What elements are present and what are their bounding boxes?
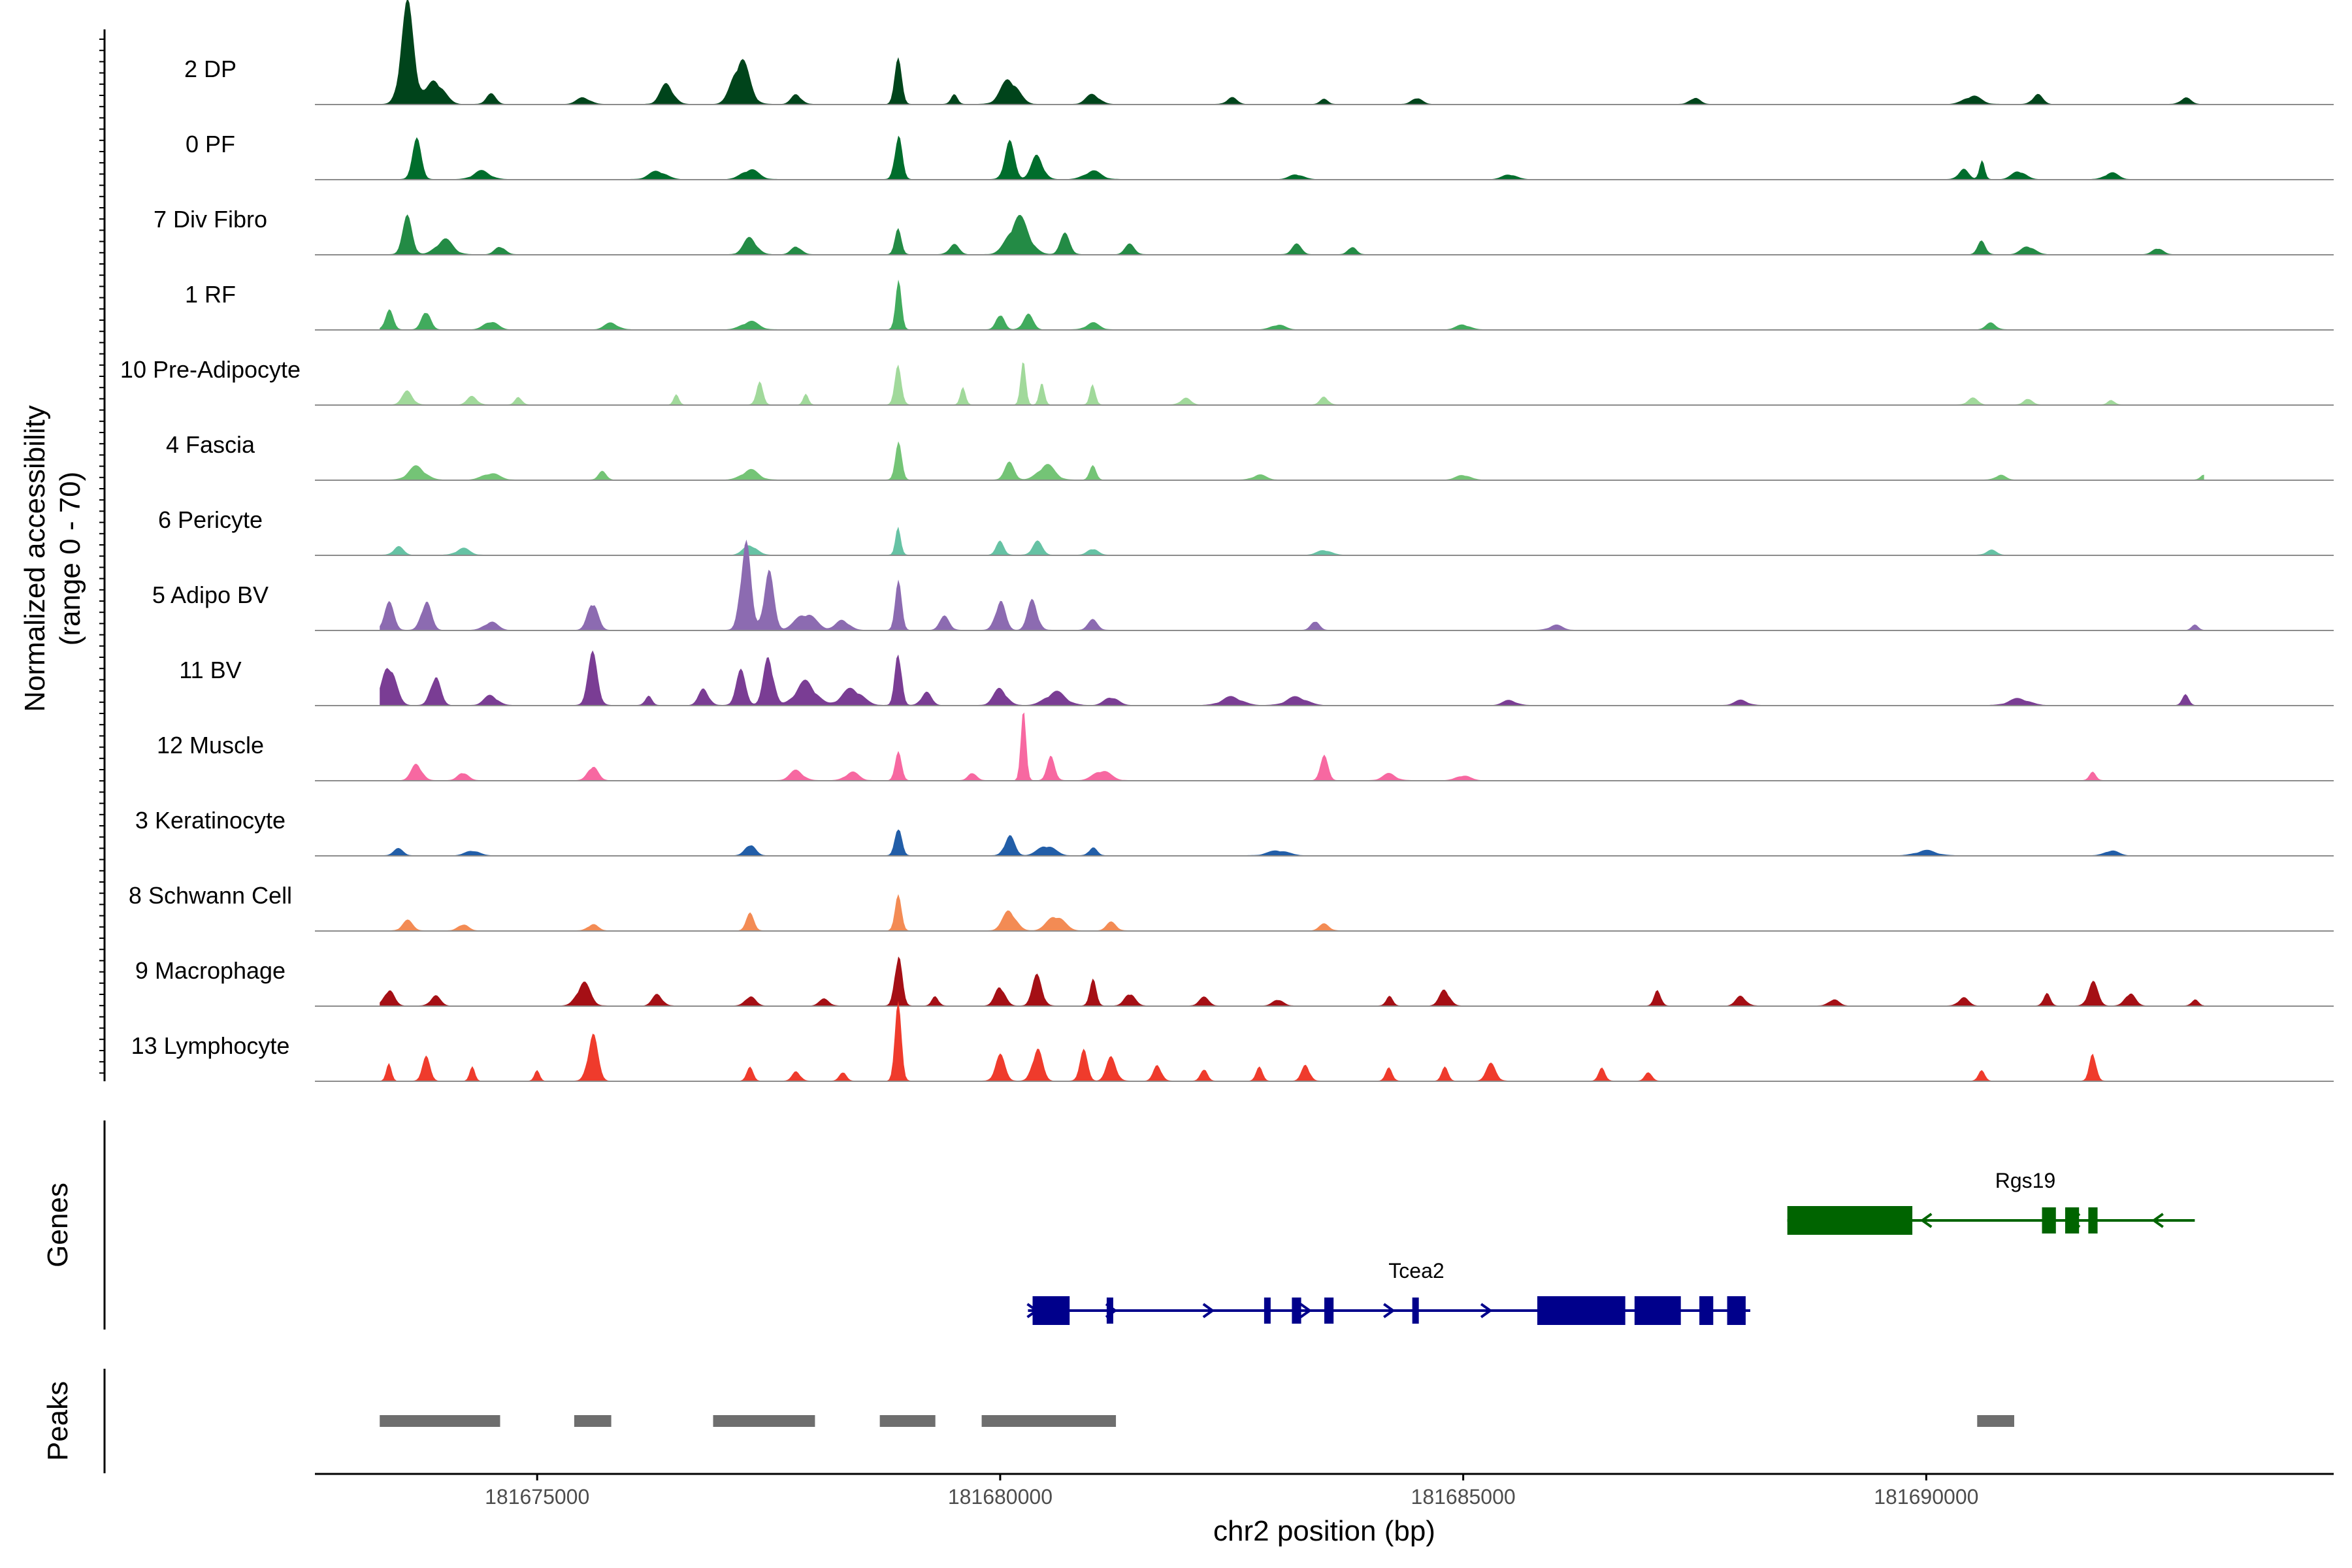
peak-region — [879, 1415, 936, 1427]
peak-region — [981, 1415, 1117, 1427]
gene-exon — [1412, 1298, 1419, 1324]
gene-exon — [1292, 1298, 1301, 1324]
track: 2 DP — [184, 0, 2334, 105]
peaks-panel-label: Peaks — [42, 1381, 74, 1461]
coverage-area — [380, 441, 2204, 480]
track-label: 7 Div Fibro — [154, 206, 267, 233]
gene-exon — [1264, 1298, 1271, 1324]
gene-exon — [1787, 1206, 1913, 1235]
track-label: 4 Fascia — [166, 431, 255, 458]
strand-arrow-icon — [1202, 1303, 1215, 1318]
track-label: 2 DP — [184, 56, 237, 82]
y-axis-ticks — [99, 39, 105, 1074]
gene-exon — [1727, 1296, 1746, 1325]
track-label: 0 PF — [186, 131, 235, 157]
gene-label: Rgs19 — [1995, 1169, 2056, 1192]
gene-label: Tcea2 — [1388, 1259, 1444, 1282]
coverage-area — [380, 214, 2204, 255]
coverage-area — [380, 956, 2204, 1006]
gene-exon — [2088, 1207, 2098, 1233]
track-label: 3 Keratinocyte — [135, 807, 286, 834]
x-axis-ticks: 181675000 181680000 181685000 181690000 — [485, 1474, 1978, 1509]
gene-exon — [1106, 1298, 1113, 1324]
coverage-area — [380, 650, 2204, 706]
gene-exon — [1537, 1296, 1625, 1325]
gene: Rgs19 — [1787, 1169, 2195, 1235]
coverage-area — [380, 829, 2204, 856]
strand-arrow-icon — [1026, 1303, 1039, 1318]
track-label: 5 Adipo BV — [152, 581, 269, 608]
gene-exon — [1032, 1296, 1070, 1325]
track-label: 10 Pre-Adipocyte — [120, 356, 301, 383]
track-label: 12 Muscle — [157, 732, 264, 759]
track-label: 6 Pericyte — [158, 506, 263, 533]
gene-annotations: Rgs19 Tcea2 — [1026, 1169, 2195, 1325]
gene: Tcea2 — [1026, 1259, 1751, 1325]
track: 3 Keratinocyte — [135, 807, 2334, 857]
gene-exon — [1324, 1298, 1334, 1324]
track-label: 11 BV — [179, 657, 241, 683]
coverage-area — [380, 362, 2204, 405]
coverage-area — [380, 527, 2204, 555]
track: 13 Lymphocyte — [131, 1000, 2334, 1082]
peak-regions — [380, 1415, 2014, 1427]
strand-arrow-icon — [1105, 1303, 1118, 1318]
coverage-area — [380, 539, 2204, 630]
gene-exon — [2042, 1207, 2056, 1233]
coverage-area — [380, 894, 2204, 931]
x-tick-label: 181675000 — [485, 1485, 589, 1509]
strand-arrow-icon — [2068, 1213, 2081, 1228]
coverage-area — [380, 1000, 2204, 1081]
gene-exon — [1699, 1296, 1714, 1325]
peak-region — [380, 1415, 500, 1427]
x-axis-title: chr2 position (bp) — [1213, 1515, 1435, 1547]
track: 4 Fascia — [166, 431, 2334, 481]
coverage-area — [380, 280, 2204, 330]
track: 1 RF — [185, 280, 2334, 331]
track-label: 8 Schwann Cell — [129, 882, 292, 909]
track: 10 Pre-Adipocyte — [120, 356, 2334, 406]
track: 6 Pericyte — [158, 506, 2334, 556]
coverage-area — [380, 712, 2204, 781]
track: 8 Schwann Cell — [129, 882, 2334, 932]
track: 7 Div Fibro — [154, 206, 2334, 255]
coverage-area — [380, 135, 2204, 180]
track: 12 Muscle — [157, 712, 2334, 781]
track: 5 Adipo BV — [152, 539, 2334, 631]
gene-exon — [1634, 1296, 1681, 1325]
strand-arrow-icon — [1299, 1303, 1313, 1318]
strand-arrow-icon — [2151, 1213, 2164, 1228]
track: 0 PF — [186, 131, 2334, 180]
coverage-area — [380, 0, 2204, 105]
x-tick-label: 181680000 — [948, 1485, 1053, 1509]
x-tick-label: 181690000 — [1874, 1485, 1978, 1509]
y-axis-title: Normalized accessibility — [19, 405, 51, 711]
peak-region — [713, 1415, 815, 1427]
coverage-tracks: 2 DP 0 PF 7 Div Fibro 1 RF 10 Pre-Adipocyte 4… — [120, 0, 2334, 1082]
peak-region — [574, 1415, 612, 1427]
genes-panel-label: Genes — [42, 1183, 74, 1267]
x-tick-label: 181685000 — [1411, 1485, 1516, 1509]
track: 11 BV — [179, 650, 2334, 706]
track-label: 1 RF — [185, 281, 236, 308]
track: 9 Macrophage — [135, 956, 2334, 1007]
strand-arrow-icon — [1480, 1303, 1493, 1318]
strand-arrow-icon — [1919, 1213, 1933, 1228]
peak-region — [1977, 1415, 2014, 1427]
track-label: 13 Lymphocyte — [131, 1032, 290, 1059]
track-label: 9 Macrophage — [135, 957, 286, 984]
y-axis-range: (range 0 - 70) — [54, 472, 86, 646]
strand-arrow-icon — [1383, 1303, 1396, 1318]
